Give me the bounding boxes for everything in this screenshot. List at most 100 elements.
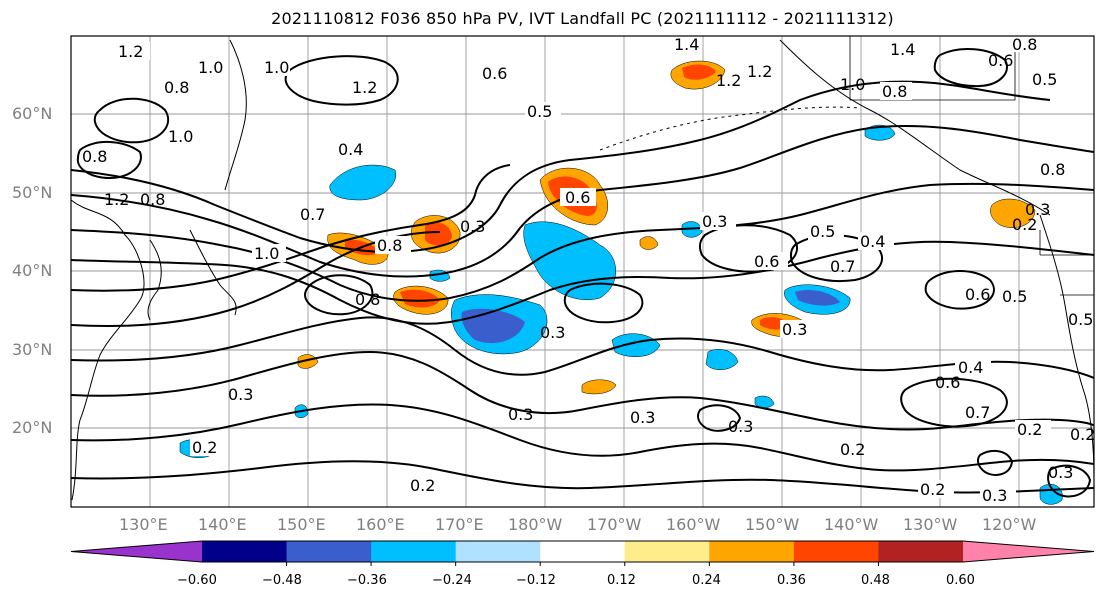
contour-closed-high-3: [900, 377, 1008, 428]
anomaly-orange-canada: [990, 198, 1036, 228]
anomaly-blue-dateline-south: [611, 333, 661, 357]
contour-label: 1.0: [840, 75, 865, 94]
contour-closed-high-7: [976, 449, 1014, 476]
contour-polar-jet-1: [71, 80, 1051, 253]
colorbar-swatch: [286, 541, 372, 562]
lon-label: 150°E: [277, 515, 326, 534]
contour-label: 0.2: [840, 440, 865, 459]
colorbar-tick-label: 0.60: [946, 573, 975, 588]
contour-label: 0.5: [1068, 310, 1093, 329]
contour-label: 1.0: [198, 58, 223, 77]
lon-label: 180°W: [508, 515, 563, 534]
colorbar-swatch: [455, 541, 541, 562]
contour-label: 0.8: [140, 190, 165, 209]
colorbar-tick-label: −0.36: [347, 573, 387, 588]
contour-label: 0.2: [1012, 215, 1037, 234]
contour-label: 0.8: [1012, 35, 1037, 54]
lat-label: 30°N: [12, 340, 53, 359]
lon-label: 160°W: [666, 515, 721, 534]
us-state-lines: [1039, 230, 1094, 296]
contour-label: 0.8: [377, 236, 402, 255]
colorbar-swatch: [624, 541, 710, 562]
contour-label: 0.6: [935, 373, 960, 392]
colorbar-swatch: [371, 541, 457, 562]
contour-label: 1.2: [104, 190, 129, 209]
anomaly-red-nw-pacific: [425, 222, 452, 246]
lon-label: 130°W: [903, 515, 958, 534]
contour-label: 0.4: [860, 232, 885, 251]
asia-coast: [71, 199, 145, 501]
colorbar-tick-label: −0.24: [432, 573, 472, 588]
anomaly-blue-small-5: [754, 395, 775, 408]
contour-label: 0.6: [565, 188, 590, 207]
colorbar-tick-label: −0.60: [177, 573, 217, 588]
contour-label: 0.8: [355, 290, 380, 309]
contour-label: 1.0: [254, 244, 279, 263]
colorbar-swatch: [878, 541, 964, 562]
contour-label: 0.2: [1017, 420, 1042, 439]
contour-label-halos: [114, 36, 1066, 504]
japan-coast: [189, 229, 237, 316]
colorbar-tick-label: −0.48: [262, 573, 302, 588]
anomaly-red-bering: [682, 64, 716, 80]
contour-labels: 1.2 1.0 0.8 1.0 1.2 0.6 1.4 1.2 1.4 1.2 …: [82, 35, 1094, 505]
colorbar-outline: [70, 540, 1095, 563]
contour-label: 0.3: [982, 486, 1007, 505]
lon-label: 130°E: [119, 515, 168, 534]
contour-label: 0.5: [1002, 287, 1027, 306]
contour-label: 0.5: [527, 102, 552, 121]
contour-label: 0.4: [958, 358, 983, 377]
contour-label: 0.2: [192, 438, 217, 457]
colorbar-tick-label: 0.12: [607, 573, 636, 588]
contour-label: 0.7: [300, 205, 325, 224]
colorbar-tick-label: 0.48: [861, 573, 890, 588]
contour-closed-high-2: [790, 234, 884, 282]
colorbar-swatch: [540, 541, 626, 562]
contour-label: 1.2: [118, 42, 143, 61]
anomaly-red-japan: [400, 289, 440, 308]
colorbar-tick-label: −0.12: [516, 573, 556, 588]
contour-closed-high-6: [563, 282, 644, 324]
contour-tropical-1: [71, 403, 1094, 472]
colorbar-swatch: [793, 541, 879, 562]
lon-label: 140°W: [824, 515, 879, 534]
anomaly-blue-gulf-alaska: [864, 124, 896, 141]
colorbar-swatch: [709, 541, 795, 562]
contour-label: 0.2: [410, 476, 435, 495]
contour-polar-jet-3: [71, 182, 1094, 302]
lon-label: 120°W: [982, 515, 1037, 534]
contour-label: 1.2: [716, 71, 741, 90]
contour-label: 0.5: [810, 222, 835, 241]
colorbar: [70, 540, 1095, 566]
lon-label: 170°W: [587, 515, 642, 534]
contour-label: 0.3: [540, 323, 565, 342]
lat-label: 50°N: [12, 183, 53, 202]
contour-closed-high-9: [697, 404, 742, 432]
contour-label: 1.4: [674, 35, 699, 54]
contour-closed-low-3: [76, 140, 142, 180]
map-frame: [70, 35, 1095, 508]
coastlines: [71, 36, 1094, 501]
contour-closed-low-2: [93, 97, 170, 144]
contour-label: 0.3: [1025, 200, 1050, 219]
anomaly-blue-north-pacific: [329, 164, 396, 201]
contour-closed-high-8: [1047, 464, 1092, 498]
contour-label: 1.4: [890, 40, 915, 59]
contour-subtropical-1: [71, 164, 511, 292]
contour-label: 0.6: [988, 51, 1013, 70]
pv-contours: [71, 48, 1094, 498]
anomaly-blue-small-2: [705, 349, 739, 370]
lon-label: 140°E: [198, 515, 247, 534]
contour-closed-high-5: [303, 274, 374, 316]
contour-label: 0.3: [728, 417, 753, 436]
contour-label: 0.6: [482, 64, 507, 83]
map-title: 2021110812 F036 850 hPa PV, IVT Landfall…: [271, 9, 894, 28]
canada-border: [849, 36, 1016, 101]
aleutian-islands: [599, 106, 861, 151]
contour-polar-jet-2: [71, 124, 1094, 278]
colorbar-extend-low: [71, 541, 202, 562]
contour-label: 0.3: [228, 385, 253, 404]
colorbar-swatch: [202, 541, 288, 562]
contour-label: 0.8: [882, 82, 907, 101]
